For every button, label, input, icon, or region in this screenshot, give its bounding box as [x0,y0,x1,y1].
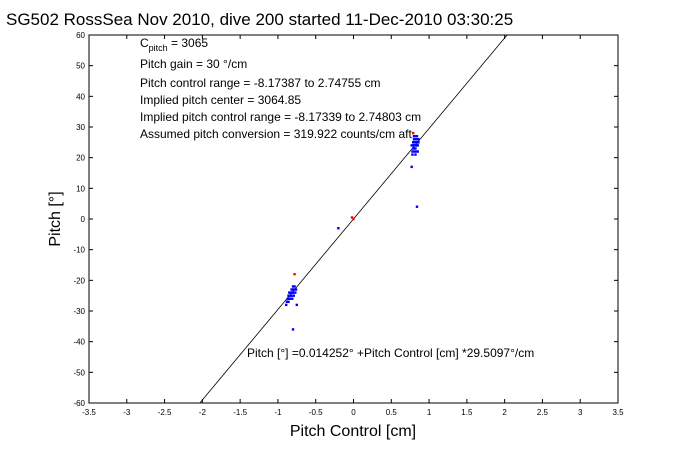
x-tick-label: -3 [123,408,131,417]
x-axis: -3.5 -3 -2.5 -2 -1.5 -1 -0.5 0 0.5 1 1.5 2 2.5 3 3.5 [82,35,624,417]
c-pitch-annotation: Cpitch = 3065 [140,36,208,53]
data-point-series-0 [286,297,289,300]
y-axis-label: Pitch [°] [47,191,64,246]
data-point-series-0 [412,147,416,150]
y-tick-label: 30 [76,123,85,132]
data-point-series-0 [417,138,420,141]
implied-control-range-annotation: Implied pitch control range = -8.17339 t… [140,110,421,124]
data-point-series-0 [287,300,290,303]
data-point-series-0 [289,291,292,294]
data-points [285,131,420,331]
data-point-series-0 [294,288,298,291]
data-point-series-1 [293,273,296,276]
data-point-series-1 [352,217,355,221]
data-point-series-0 [294,291,297,294]
data-point-series-0 [410,144,413,147]
assumed-conversion-annotation: Assumed pitch conversion = 319.922 count… [140,127,412,141]
data-point-series-0 [411,150,414,153]
data-point-series-0 [416,150,419,153]
data-point-series-0 [290,288,293,291]
pitch-gain-annotation: Pitch gain = 30 °/cm [140,57,247,71]
y-tick-label: -40 [73,338,85,347]
y-tick-label: 60 [76,31,85,40]
data-point-series-0 [413,150,416,153]
x-tick-label: -2 [199,408,207,417]
data-point-series-0 [411,153,414,156]
chart-title: SG502 RossSea Nov 2010, dive 200 started… [6,10,513,29]
y-tick-label: -60 [73,399,85,408]
x-tick-label: -2.5 [158,408,172,417]
x-tick-label: 3 [578,408,583,417]
pitch-control-range-annotation: Pitch control range = -8.17387 to 2.7475… [140,76,381,90]
data-point-series-0 [287,294,290,297]
data-point-series-0 [337,227,340,230]
x-tick-label: 2 [502,408,507,417]
x-tick-label: 1 [427,408,432,417]
x-tick-label: 1.5 [461,408,473,417]
data-point-series-0 [415,205,419,208]
data-point-series-0 [410,165,413,169]
data-point-series-1 [412,131,415,135]
y-tick-label: -20 [73,276,85,285]
x-tick-label: -1.5 [233,408,247,417]
data-point-series-0 [412,138,416,141]
data-point-series-0 [295,303,299,307]
data-point-series-0 [285,300,289,303]
data-point-series-0 [292,294,295,297]
data-point-series-0 [288,291,291,294]
fit-equation-annotation: Pitch [°] =0.014252° +Pitch Control [cm]… [247,346,534,360]
data-point-series-0 [291,328,295,331]
data-point-series-1 [350,216,354,219]
y-tick-label: 0 [81,215,86,224]
x-tick-label: 0.5 [386,408,398,417]
data-point-series-0 [289,294,292,297]
data-point-series-0 [414,141,417,144]
data-point-series-0 [412,141,415,144]
data-point-series-0 [288,297,292,300]
x-tick-label: -3.5 [82,408,96,417]
data-point-series-0 [414,153,417,156]
y-tick-label: -50 [73,368,85,377]
y-tick-label: -10 [73,246,85,255]
data-point-series-0 [415,138,419,141]
data-point-series-0 [292,288,295,291]
data-point-series-0 [414,147,417,150]
y-tick-label: 50 [76,62,85,71]
data-point-series-0 [415,135,419,138]
y-axis: 60 50 40 30 20 10 0 -10 -20 -30 -40 -50 -60 [73,31,618,408]
data-point-series-0 [293,285,296,288]
data-point-series-0 [291,291,295,294]
y-tick-label: 20 [76,154,85,163]
y-tick-label: -30 [73,307,85,316]
data-point-series-0 [291,285,295,288]
data-point-series-0 [417,141,420,144]
x-tick-label: 2.5 [537,408,549,417]
data-point-series-0 [415,144,419,147]
x-axis-label: Pitch Control [cm] [290,423,416,440]
data-point-series-0 [415,150,418,153]
data-point-series-0 [412,135,416,138]
x-tick-label: 0 [351,408,356,417]
x-tick-label: -1 [274,408,282,417]
x-tick-label: -0.5 [309,408,323,417]
y-tick-label: 10 [76,184,85,193]
y-tick-label: 40 [76,92,85,101]
implied-pitch-center-annotation: Implied pitch center = 3064.85 [140,93,301,107]
data-point-series-0 [285,303,288,307]
data-point-series-0 [414,138,417,141]
data-point-series-0 [412,144,416,147]
x-tick-label: 3.5 [612,408,624,417]
data-point-series-0 [291,297,294,300]
